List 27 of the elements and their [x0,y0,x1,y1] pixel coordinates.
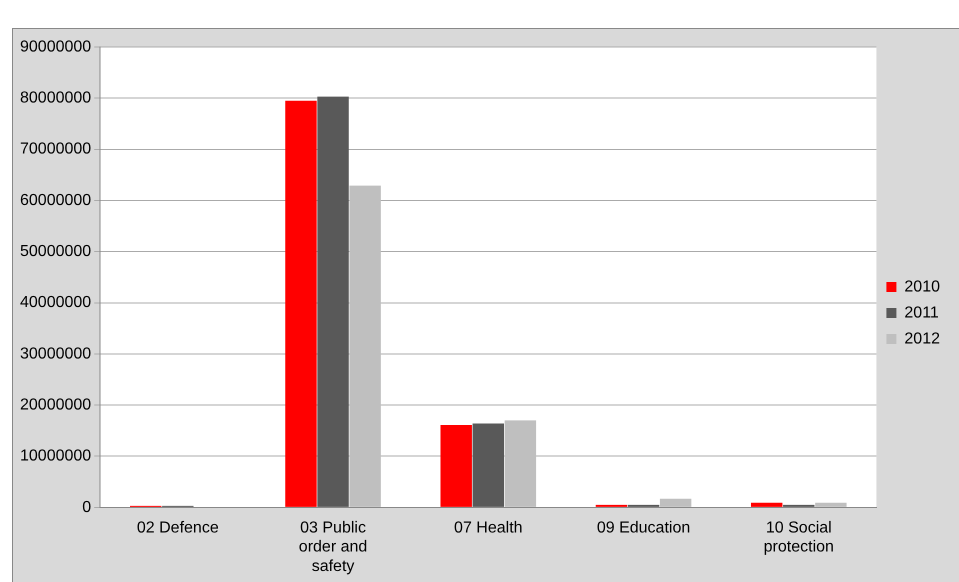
x-tick-label: 10 Social protection [764,519,834,556]
y-tick-label: 20000000 [20,396,92,414]
y-tick-label: 70000000 [20,140,92,158]
x-tick-label: 07 Health [454,519,523,536]
bar [440,425,472,507]
y-tick-label: 40000000 [20,294,92,312]
y-tick-label: 0 [82,498,92,516]
bar [349,186,381,507]
y-tick-label: 10000000 [20,448,92,465]
y-tick-label: 90000000 [20,38,92,56]
legend-label: 2011 [904,304,939,322]
bar [815,502,847,507]
y-tick-label: 50000000 [20,243,92,260]
x-tick-label: 09 Education [596,519,690,536]
x-tick-label: 02 Defence [136,519,219,536]
legend-label: 2010 [904,278,940,296]
bar [750,502,782,507]
legend-label: 2012 [904,330,940,348]
bar [504,420,536,507]
y-tick-label: 30000000 [20,345,92,362]
bar [660,498,692,507]
bar [472,424,504,507]
x-tick-label: 03 Public order and safety [298,519,368,575]
y-tick-label: 60000000 [20,192,92,209]
bar [317,96,349,507]
y-tick-label: 80000000 [20,90,92,107]
bar [285,100,317,507]
